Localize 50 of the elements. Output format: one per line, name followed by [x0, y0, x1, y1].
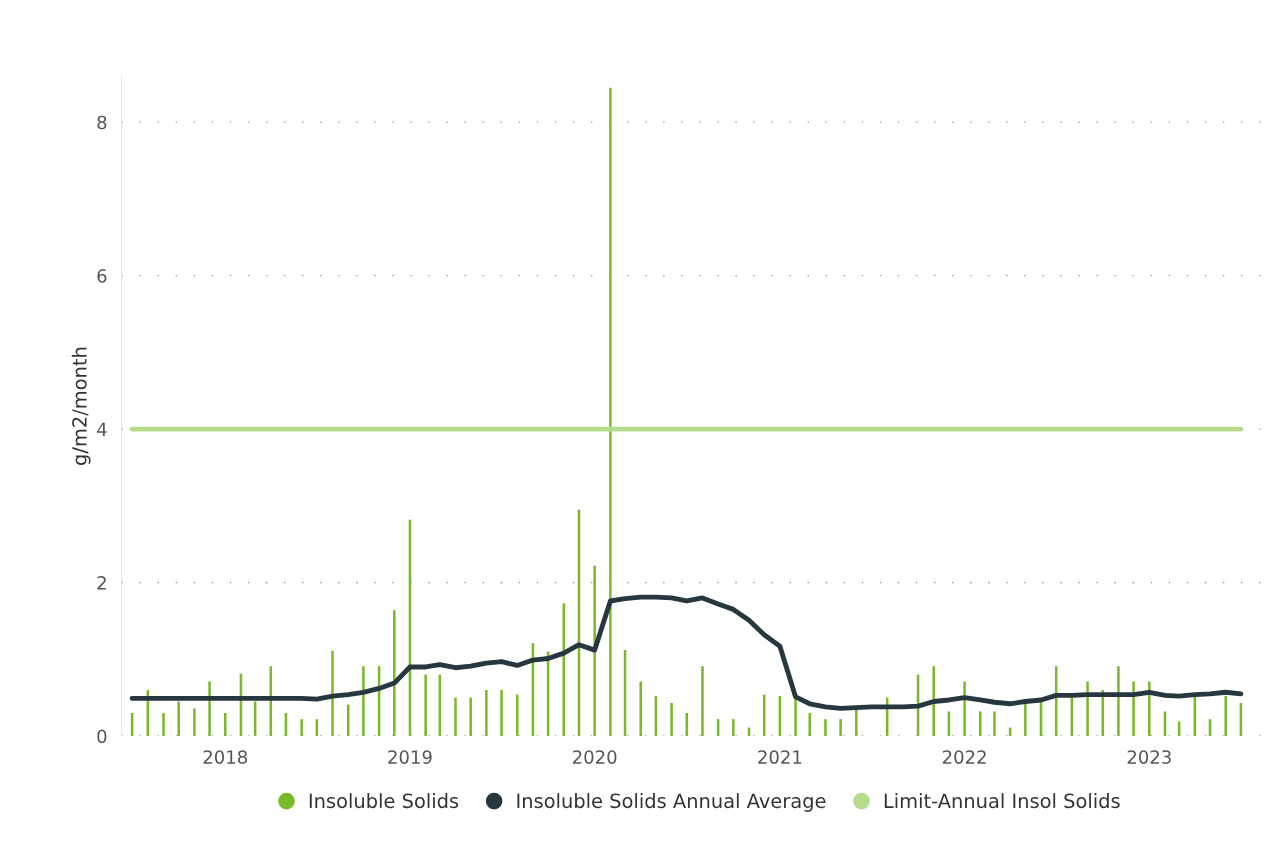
bar — [485, 689, 488, 737]
x-tick-label: 2023 — [1127, 750, 1171, 764]
bar — [993, 711, 996, 737]
x-tick-label: 2022 — [942, 750, 986, 764]
bar — [794, 697, 797, 737]
bar — [979, 711, 982, 737]
line-series — [129, 594, 1244, 711]
legend-label: Limit-Annual Insol Solids — [884, 793, 1120, 809]
bar — [609, 87, 612, 737]
bar — [1086, 681, 1089, 737]
x-tick-label: 2019 — [388, 750, 432, 764]
y-tick-label: 4 — [97, 422, 107, 436]
bar — [1117, 666, 1120, 737]
legend-label: Insoluble Solids — [309, 793, 459, 809]
y-tick-label: 0 — [97, 729, 107, 744]
x-tick-label: 2021 — [758, 750, 802, 764]
bar — [424, 674, 427, 737]
bar — [824, 719, 827, 737]
x-tick-label: 2020 — [573, 750, 617, 764]
y-tick-label: 6 — [97, 269, 107, 283]
bar — [808, 713, 812, 737]
bar — [331, 650, 334, 737]
y-tick-label: 2 — [97, 576, 106, 590]
bar — [193, 708, 196, 737]
bar — [500, 689, 503, 737]
bar — [593, 565, 596, 737]
y-axis-title: g/m2/month — [71, 347, 91, 465]
bar — [1224, 696, 1227, 737]
x-tick-label: 2018 — [203, 750, 247, 764]
bar — [732, 719, 735, 737]
bar — [469, 697, 472, 737]
bar — [1101, 689, 1105, 737]
bar — [701, 666, 704, 737]
bar — [639, 681, 642, 737]
bar — [362, 666, 365, 737]
bar — [839, 719, 842, 737]
bar — [177, 701, 180, 737]
y-tick-label: 8 — [97, 115, 107, 130]
bar — [1132, 681, 1135, 737]
bar — [223, 713, 227, 737]
bar — [670, 703, 673, 737]
bar — [932, 666, 935, 737]
bar — [162, 713, 165, 737]
bar — [855, 709, 858, 737]
bar — [393, 610, 396, 737]
bar — [515, 694, 519, 737]
bar — [208, 681, 211, 737]
bar — [300, 719, 303, 737]
legend-label: Insoluble Solids Annual Average — [517, 793, 826, 812]
bar — [454, 697, 457, 737]
